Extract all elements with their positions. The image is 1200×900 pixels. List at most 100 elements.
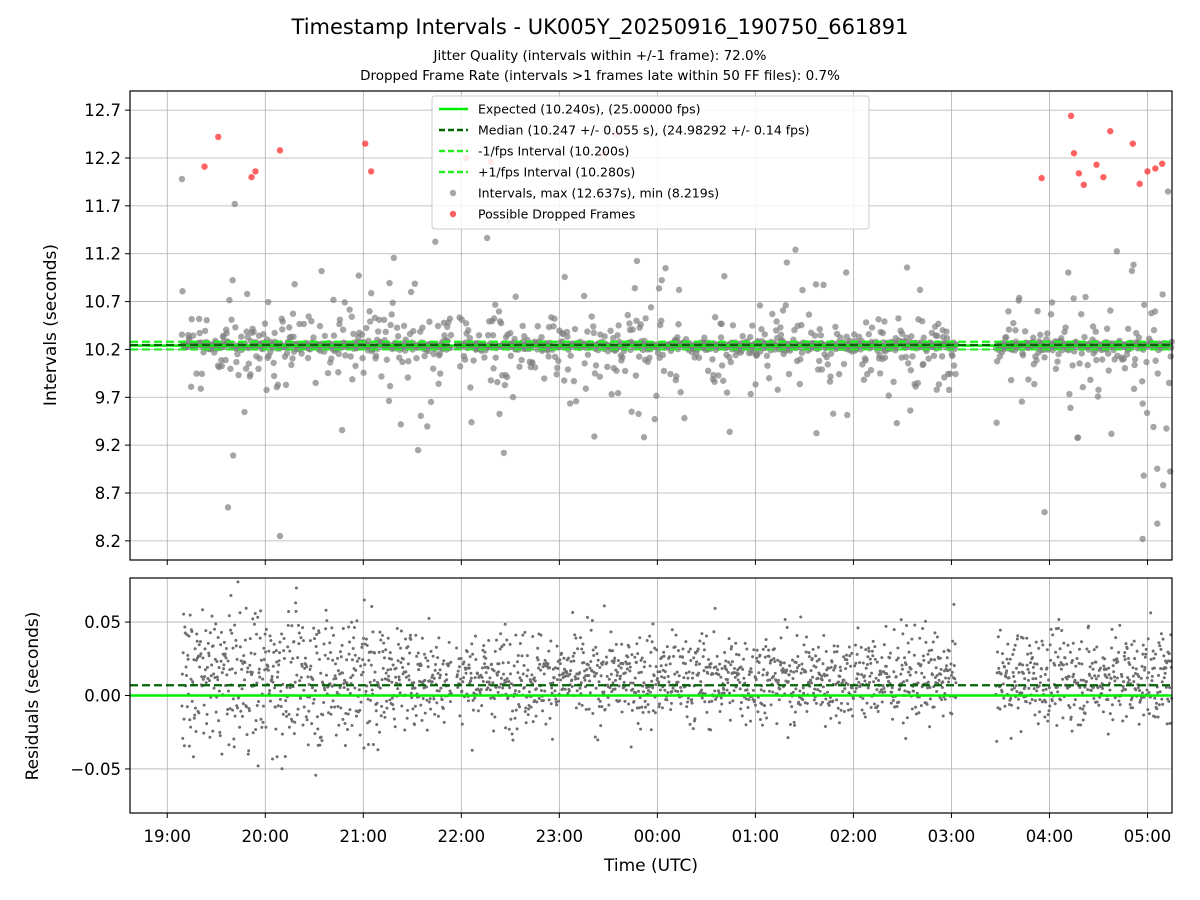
residual-point — [1080, 662, 1084, 666]
residual-point — [853, 643, 857, 647]
residual-point — [589, 659, 593, 663]
interval-point — [615, 322, 622, 329]
residual-point — [739, 665, 743, 669]
residual-point — [884, 664, 888, 668]
interval-point — [1021, 328, 1029, 335]
residual-point — [362, 636, 366, 640]
residual-point — [514, 633, 518, 637]
residual-point — [813, 687, 817, 691]
residual-point — [219, 630, 223, 634]
residual-point — [1021, 663, 1025, 667]
interval-point — [282, 381, 290, 389]
dropped-frame-point — [1136, 180, 1143, 188]
interval-point — [581, 360, 588, 367]
residual-point — [1059, 698, 1063, 702]
interval-point — [1005, 308, 1012, 315]
residual-point — [1012, 686, 1016, 690]
residual-point — [245, 705, 249, 709]
residual-point — [493, 649, 497, 653]
interval-point — [1154, 465, 1161, 472]
residual-point — [621, 662, 625, 666]
residual-point — [1021, 671, 1025, 675]
interval-point — [566, 400, 574, 407]
residual-point — [191, 680, 195, 684]
interval-point — [481, 354, 488, 361]
residual-point — [767, 654, 771, 658]
residual-point — [293, 720, 297, 724]
residual-point — [346, 687, 350, 691]
residual-point — [919, 663, 923, 667]
interval-point — [816, 357, 823, 365]
residual-point — [353, 686, 357, 690]
residual-point — [1084, 680, 1088, 684]
residual-point — [447, 640, 451, 644]
residual-point — [282, 637, 286, 641]
residual-point — [471, 708, 475, 712]
interval-point — [1003, 334, 1010, 341]
residual-point — [1011, 670, 1015, 674]
interval-point — [1069, 362, 1076, 369]
residual-point — [818, 689, 822, 693]
residual-point — [236, 706, 240, 710]
residual-point — [501, 672, 505, 676]
residual-point — [900, 663, 904, 667]
residual-point — [1017, 697, 1021, 701]
residual-point — [269, 638, 273, 642]
residual-point — [195, 632, 199, 636]
residual-point — [404, 675, 408, 679]
residual-point — [1075, 657, 1079, 661]
interval-point — [701, 334, 708, 341]
residual-point — [424, 656, 428, 660]
residual-point — [516, 671, 520, 675]
residual-point — [1077, 647, 1081, 651]
interval-point — [500, 449, 508, 457]
residual-point — [261, 677, 265, 681]
residual-point — [625, 667, 629, 671]
interval-point — [411, 280, 419, 287]
residual-point — [760, 702, 764, 706]
residual-point — [1017, 671, 1021, 675]
residual-point — [802, 691, 806, 695]
residual-point — [778, 687, 782, 691]
interval-point — [637, 321, 644, 328]
residual-point — [361, 670, 365, 674]
interval-point — [763, 352, 771, 360]
residual-point — [358, 708, 362, 712]
residual-point — [657, 681, 661, 685]
residual-point — [287, 610, 291, 614]
residual-point — [382, 641, 386, 645]
residual-point — [198, 654, 202, 658]
residual-point — [449, 691, 453, 695]
interval-point — [396, 354, 403, 361]
interval-point — [1163, 425, 1170, 432]
residual-point — [287, 712, 291, 716]
legend-label: -1/fps Interval (10.200s) — [478, 144, 629, 159]
interval-point — [560, 377, 568, 384]
residual-point — [309, 664, 313, 668]
residual-point — [366, 697, 370, 701]
residual-point — [697, 662, 701, 666]
residual-point — [1086, 688, 1090, 692]
residual-point — [1054, 650, 1058, 654]
interval-point — [489, 332, 497, 339]
residual-point — [1090, 661, 1094, 665]
residual-point — [842, 655, 846, 659]
residual-point — [1069, 715, 1073, 719]
residual-point — [1093, 674, 1097, 678]
residual-point — [832, 668, 836, 672]
residual-point — [392, 717, 396, 721]
residual-point — [369, 698, 373, 702]
residual-point — [258, 636, 262, 640]
residuals-panel: 0.050.00−0.05 19:00 20:00 21:00 22:00 23:00 0… — [23, 577, 1174, 876]
residual-point — [440, 698, 444, 702]
interval-point — [494, 378, 501, 386]
interval-point — [352, 362, 359, 370]
residual-point — [1013, 643, 1017, 647]
residual-point — [518, 641, 522, 645]
residual-point — [1045, 666, 1049, 670]
interval-point — [945, 386, 953, 394]
interval-point — [654, 349, 662, 357]
interval-point — [430, 350, 437, 358]
residuals-y-tick-label: 0.05 — [84, 613, 121, 632]
residual-point — [1134, 688, 1138, 692]
